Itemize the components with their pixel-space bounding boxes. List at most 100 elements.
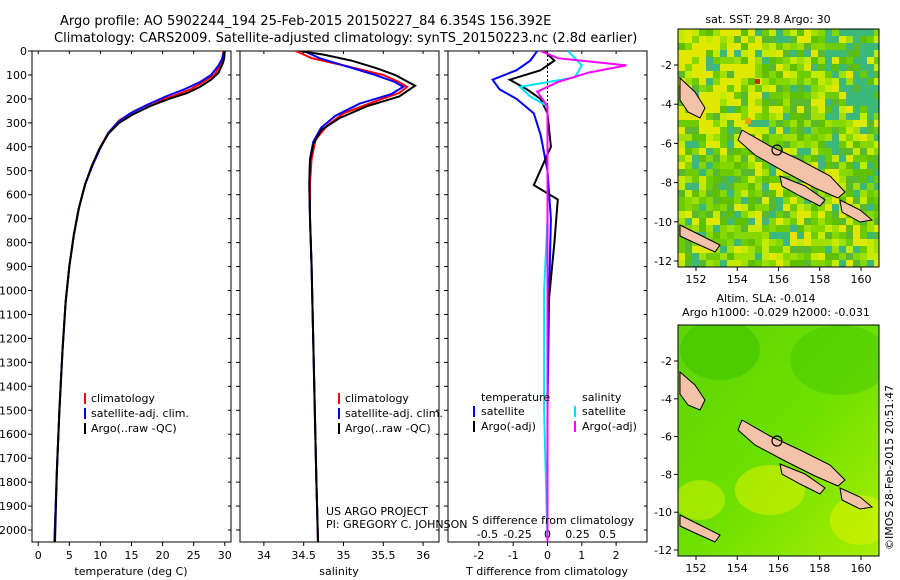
sst-cell [741,113,748,120]
sst-cell [727,43,734,50]
sst-cell [706,85,713,92]
sst-cell [762,29,769,36]
sst-cell [776,99,783,106]
sst-cell [853,253,860,260]
sst-cell [776,211,783,218]
sst-cell [839,246,846,253]
sst-cell [839,260,846,267]
sst-cell [860,134,867,141]
sst-cell [776,218,783,225]
sst-cell [727,134,734,141]
sst-cell [727,71,734,78]
sst-cell [720,176,727,183]
sst-cell [818,162,825,169]
map-x-tick-label: 158 [809,273,830,286]
sst-cell [867,204,874,211]
sst-cell [685,197,692,204]
sst-cell [811,253,818,260]
sst-cell [832,155,839,162]
sst-cell [804,64,811,71]
sst-cell [727,113,734,120]
temperature-panel [31,50,232,543]
sst-cell [874,106,879,113]
sst-cell [748,253,755,260]
sst-cell [825,218,832,225]
sst-cell [713,260,720,267]
sst-map-title: sat. SST: 29.8 Argo: 30 [705,13,830,26]
sst-cell [720,211,727,218]
sst-cell [727,176,734,183]
depth-tick-label: 1300 [0,356,27,369]
depth-tick-label: 0 [20,45,27,58]
sst-cell [720,92,727,99]
sst-cell [727,225,734,232]
sst-cell [699,211,706,218]
header-line1: Argo profile: AO 5902244_194 25-Feb-2015… [60,14,551,29]
sst-cell [853,106,860,113]
sst-cell [727,50,734,57]
sst-cell [755,29,762,36]
sst-cell [755,239,762,246]
series-argo-raw-qc- [54,51,226,542]
sst-cell [755,169,762,176]
sst-cell [685,71,692,78]
sst-cell [748,78,755,85]
sst-cell [720,190,727,197]
sst-cell [846,260,853,267]
sst-cell [769,36,776,43]
sst-cell [741,246,748,253]
sst-cell [706,169,713,176]
sst-cell [762,43,769,50]
sst-cell [860,127,867,134]
sst-cell [783,43,790,50]
sst-cell [741,253,748,260]
sst-cell [783,99,790,106]
sst-cell [678,253,685,260]
sst-cell [818,239,825,246]
sst-cell [727,64,734,71]
sst-cell [790,57,797,64]
sst-cell [727,260,734,267]
sst-cell [818,64,825,71]
sst-cell [762,71,769,78]
sst-cell [692,155,699,162]
sst-cell [734,148,741,155]
sst-cell [860,155,867,162]
sst-cell [874,50,879,57]
sst-cell [699,169,706,176]
legend-label: Argo(..raw -QC) [91,422,177,435]
sst-cell [804,253,811,260]
sst-cell [678,120,685,127]
sst-cell [734,36,741,43]
sst-cell [825,36,832,43]
sst-cell [713,113,720,120]
sst-cell [853,232,860,239]
sst-cell [867,43,874,50]
sst-cell [853,239,860,246]
sst-cell [867,232,874,239]
sst-cell [755,204,762,211]
sla-low-region [680,325,760,380]
sst-cell [685,169,692,176]
sst-cell [713,127,720,134]
sst-cell [797,246,804,253]
sst-cell [783,106,790,113]
sst-cell [762,204,769,211]
sst-cell [720,169,727,176]
sst-cell [790,246,797,253]
sst-cell [748,50,755,57]
sst-cell [825,162,832,169]
sst-cell [762,162,769,169]
sst-cell [692,246,699,253]
x-tick-label: 2 [613,549,620,562]
sst-cell [825,253,832,260]
sst-cell [804,43,811,50]
sla-high-region [678,480,725,520]
sst-cell [846,218,853,225]
sst-cell [818,260,825,267]
sst-cell [811,232,818,239]
sst-cell [769,141,776,148]
sst-cell [769,197,776,204]
sst-cell [706,211,713,218]
sst-cell [699,197,706,204]
